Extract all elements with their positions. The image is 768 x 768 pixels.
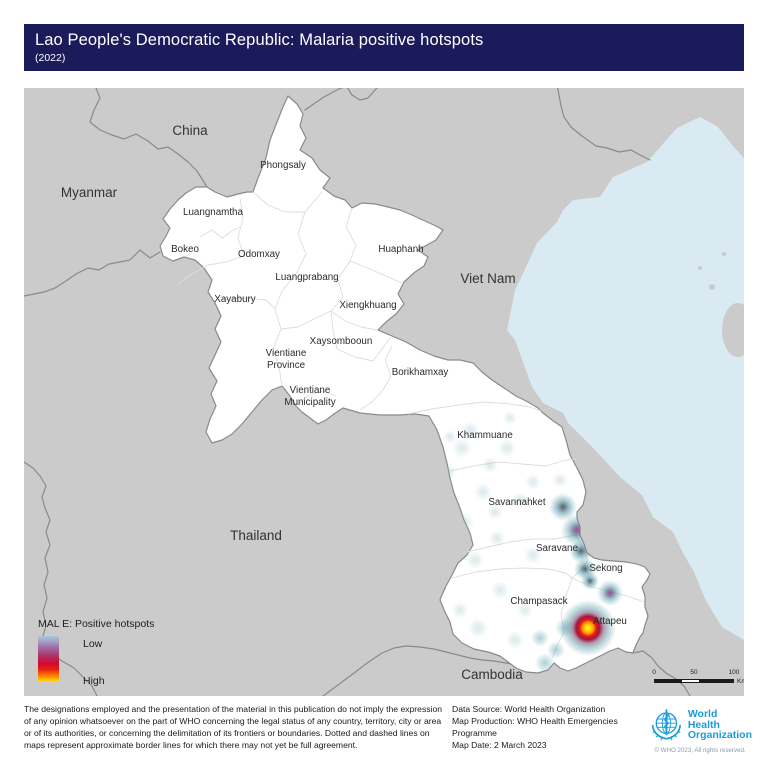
hotspot-blob	[512, 492, 528, 508]
map-production-line: Map Production: WHO Health Emergencies P…	[452, 715, 618, 738]
province-label: Phongsaly	[260, 160, 306, 171]
province-label: Huaphanh	[378, 244, 423, 255]
scale-bar-unit: Km	[737, 678, 744, 685]
page-title: Lao People's Democratic Republic: Malari…	[35, 31, 484, 49]
province-label: Bokeo	[171, 244, 199, 255]
hotspot-blob	[575, 545, 587, 557]
province-label: Attapeu	[593, 616, 627, 627]
province-label: Borikhamxay	[392, 367, 449, 378]
hotspot-blob	[547, 641, 565, 659]
sea-area	[507, 117, 744, 640]
hotspot-blob	[491, 581, 509, 599]
hotspot-blob	[503, 411, 517, 425]
hotspot-blob	[580, 564, 590, 574]
province-label: Champasack	[510, 596, 567, 607]
who-logo: World Health Organization © WHO 2023, Al…	[648, 706, 752, 754]
province-label: Xaysombooun	[310, 336, 373, 347]
scale-tick-label: 100	[728, 669, 740, 676]
province-label: Saravane	[536, 543, 578, 554]
map-title-bar: Lao People's Democratic Republic: Malari…	[24, 24, 744, 71]
scale-bar-graphic	[654, 679, 734, 683]
map-legend: MAL E: Positive hotspots Low High	[38, 618, 208, 687]
hotspot-blob	[482, 457, 498, 473]
province-label: Sekong	[589, 563, 622, 574]
hotspot-blob	[468, 618, 488, 638]
province-labels: Phongsaly Luangnamtha Bokeo Odomxay Huaphanh…	[171, 160, 627, 627]
hotspot-blob	[560, 600, 616, 656]
hotspot-blob	[474, 483, 492, 501]
legend-low-label: Low	[83, 638, 103, 650]
who-logo-line1: World Health	[687, 707, 720, 731]
province-label: Vientiane Province	[266, 348, 307, 371]
map-date-line: Map Date: 2 March 2023	[452, 739, 547, 750]
hotspot-blob	[524, 546, 542, 564]
hotspot-blob	[489, 530, 505, 546]
country-label: Thailand	[230, 528, 282, 543]
islands	[698, 252, 744, 357]
legend-title: MAL E: Positive hotspots	[38, 618, 155, 630]
province-borders	[176, 191, 645, 659]
scale-bar: 0 50 100 Km	[652, 669, 744, 685]
map-frame: China Myanmar Viet Nam Thailand Cambodia Pho…	[24, 88, 744, 696]
map-canvas: China Myanmar Viet Nam Thailand Cambodia Pho…	[24, 88, 744, 696]
scale-tick-label: 0	[652, 669, 656, 676]
hotspot-blob	[452, 602, 468, 618]
hotspot-blob	[506, 631, 524, 649]
hotspot-heatmap	[440, 411, 623, 673]
hotspot-blob	[452, 438, 472, 458]
province-label: Xayabury	[214, 294, 255, 305]
hotspot-blob	[557, 501, 569, 513]
hotspot-blob	[525, 474, 541, 490]
hotspot-blob	[461, 421, 479, 439]
hotspot-blob	[604, 587, 616, 599]
province-label: Luangnamtha	[183, 207, 243, 218]
scale-bar-ticks: 0 50 100	[652, 669, 739, 677]
hotspot-blob	[531, 629, 549, 647]
scale-tick-label: 50	[690, 669, 698, 676]
hotspot-blob	[552, 472, 568, 488]
country-labels: China Myanmar Viet Nam Thailand Cambodia	[61, 123, 523, 682]
who-logo-line2: Organization	[687, 729, 752, 742]
hotspot-blob	[498, 439, 516, 457]
country-label: China	[172, 123, 208, 138]
hotspot-blob	[517, 602, 533, 618]
province-label: Xiengkhuang	[339, 300, 396, 311]
province-label: Savannahket	[488, 497, 545, 508]
page-subtitle: (2022)	[35, 51, 66, 64]
legend-gradient-ramp	[38, 636, 59, 681]
hotspot-blob	[443, 430, 457, 444]
country-label: Myanmar	[61, 185, 118, 200]
hotspot-blob	[487, 504, 503, 520]
hotspot-blob	[586, 577, 594, 585]
hotspot-blob	[466, 551, 484, 569]
country-borders	[24, 88, 691, 696]
who-logo-text: World Health Organization	[687, 707, 752, 742]
disclaimer-text: The designations employed and the presen…	[24, 704, 443, 750]
province-label: Luangprabang	[275, 272, 338, 283]
who-copyright: © WHO 2023, All rights reserved.	[654, 747, 746, 754]
province-label: Odomxay	[238, 249, 280, 260]
data-source-block: Data Source: World Health Organization M…	[452, 704, 644, 751]
province-label: Vientiane Municipality	[284, 385, 335, 408]
province-label: Khammuane	[457, 430, 513, 441]
legend-high-label: High	[83, 675, 105, 687]
data-source-line: Data Source: World Health Organization	[452, 704, 606, 714]
who-emblem-icon	[651, 709, 682, 741]
country-label: Viet Nam	[460, 271, 515, 286]
country-label: Cambodia	[461, 667, 523, 682]
